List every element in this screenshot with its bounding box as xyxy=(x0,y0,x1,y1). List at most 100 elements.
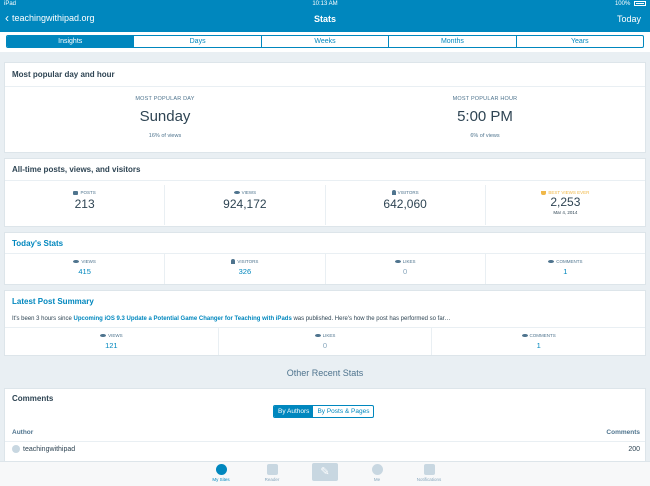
stat-posts: POSTS 213 xyxy=(5,185,164,225)
card-divider xyxy=(5,253,645,254)
author-name: teachingwithipad xyxy=(23,445,76,453)
all-time-title: All-time posts, views, and visitors xyxy=(12,165,141,174)
table-row[interactable]: teachingwithipad 200 xyxy=(12,445,640,453)
notifications-label: Notifications xyxy=(416,477,442,482)
tab-months[interactable]: Months xyxy=(388,36,515,47)
card-divider xyxy=(5,327,645,328)
profile-icon xyxy=(371,464,383,475)
period-selector-bar: Insights Days Weeks Months Years xyxy=(0,32,650,52)
eye-icon xyxy=(73,259,80,264)
most-popular-hour-label: MOST POPULAR HOUR xyxy=(452,96,518,102)
back-button[interactable]: ‹ teachingwithipad.org xyxy=(5,10,95,25)
most-popular-title: Most popular day and hour xyxy=(12,70,115,79)
today-likes-value: 0 xyxy=(403,267,408,276)
todays-stats-title[interactable]: Today's Stats xyxy=(12,239,64,248)
latest-post-summary-title[interactable]: Latest Post Summary xyxy=(12,297,94,306)
today-visitors-label: VISITORS xyxy=(237,259,259,264)
eye-icon xyxy=(100,333,107,338)
clock: 10:13 AM xyxy=(312,1,338,7)
trophy-icon xyxy=(541,190,547,195)
comments-card: Comments By Authors By Posts & Pages Aut… xyxy=(4,388,646,461)
today-views-label: VIEWS xyxy=(81,259,96,264)
reader-label: Reader xyxy=(264,477,280,482)
star-icon xyxy=(394,259,401,264)
tab-my-sites[interactable]: My Sites xyxy=(201,464,241,482)
other-recent-stats-heading: Other Recent Stats xyxy=(286,368,364,378)
tab-me[interactable]: Me xyxy=(357,464,397,482)
person-icon xyxy=(231,259,236,264)
latest-views-label: VIEWS xyxy=(108,333,123,338)
card-divider xyxy=(5,441,645,442)
latest-post-summary-text: It's been 3 hours since Upcoming iOS 9.3… xyxy=(12,316,451,322)
most-popular-day-percent: 16% of views xyxy=(148,133,182,139)
latest-likes-value: 0 xyxy=(322,341,328,350)
bottom-tab-bar: My Sites Reader ✎ Me Notifications xyxy=(0,461,650,486)
status-bar: iPad 10:13 AM 100% xyxy=(0,0,650,10)
tab-weeks[interactable]: Weeks xyxy=(260,36,388,47)
battery-icon xyxy=(634,1,646,6)
latest-likes[interactable]: LIKES 0 xyxy=(217,328,432,355)
tab-insights[interactable]: Insights xyxy=(7,36,134,47)
today-views-value: 415 xyxy=(78,267,91,276)
best-views-date: Mar 4, 2014 xyxy=(553,210,578,215)
eye-icon xyxy=(233,190,240,195)
device-name: iPad xyxy=(4,1,17,7)
write-post-button[interactable]: ✎ xyxy=(305,463,345,481)
latest-comments-value: 1 xyxy=(536,341,541,350)
visitors-value: 642,060 xyxy=(383,197,427,211)
latest-comments-label: COMMENTS xyxy=(529,333,556,338)
latest-likes-label: LIKES xyxy=(322,333,336,338)
comments-table-header: Author Comments xyxy=(12,429,640,436)
latest-post-stats: VIEWS 121 LIKES 0 COMMENTS 1 xyxy=(5,328,645,355)
latest-comments[interactable]: COMMENTS 1 xyxy=(431,328,645,355)
me-label: Me xyxy=(373,477,381,482)
stat-best-views: BEST VIEWS EVER 2,253 Mar 4, 2014 xyxy=(484,185,645,225)
tab-years[interactable]: Years xyxy=(515,36,643,47)
person-icon xyxy=(391,190,396,195)
latest-views[interactable]: VIEWS 121 xyxy=(5,328,218,355)
latest-post-link[interactable]: Upcoming iOS 9.3 Update a Potential Game… xyxy=(73,316,292,322)
bell-icon xyxy=(423,464,435,475)
tab-notifications[interactable]: Notifications xyxy=(409,464,449,482)
page-title: Stats xyxy=(313,14,336,24)
most-popular-day-value: Sunday xyxy=(139,108,191,125)
my-sites-label: My Sites xyxy=(212,477,230,482)
stat-visitors: VISITORS 642,060 xyxy=(324,185,485,225)
most-popular-day: MOST POPULAR DAY Sunday 16% of views xyxy=(5,96,325,139)
today-views[interactable]: VIEWS 415 xyxy=(5,254,164,284)
most-popular-card: Most popular day and hour MOST POPULAR D… xyxy=(4,62,646,153)
period-segmented-control: Insights Days Weeks Months Years xyxy=(6,35,644,48)
most-popular-hour-value: 5:00 PM xyxy=(457,108,513,125)
chevron-left-icon: ‹ xyxy=(5,10,9,25)
posts-value: 213 xyxy=(74,197,95,211)
card-divider xyxy=(5,180,645,181)
best-views-label: BEST VIEWS EVER xyxy=(548,190,590,195)
views-value: 924,172 xyxy=(223,197,267,211)
battery-indicator: 100% xyxy=(615,1,646,7)
column-author: Author xyxy=(12,429,34,436)
all-time-card: All-time posts, views, and visitors POST… xyxy=(4,158,646,227)
summary-prefix: It's been 3 hours since xyxy=(12,316,74,322)
today-comments[interactable]: COMMENTS 1 xyxy=(484,254,645,284)
most-popular-day-label: MOST POPULAR DAY xyxy=(135,96,195,102)
todays-stats-card: Today's Stats VIEWS 415 VISITORS 326 LIK… xyxy=(4,232,646,285)
views-label: VIEWS xyxy=(241,190,257,195)
today-button[interactable]: Today xyxy=(616,14,641,24)
toggle-by-authors[interactable]: By Authors xyxy=(274,406,314,417)
comment-count: 200 xyxy=(628,446,640,453)
visitors-label: VISITORS xyxy=(397,190,419,195)
tab-days[interactable]: Days xyxy=(133,36,260,47)
column-comments: Comments xyxy=(606,429,640,436)
star-icon xyxy=(314,333,321,338)
today-visitors[interactable]: VISITORS 326 xyxy=(164,254,324,284)
today-likes[interactable]: LIKES 0 xyxy=(324,254,485,284)
tab-reader[interactable]: Reader xyxy=(252,464,292,482)
toggle-by-posts-pages[interactable]: By Posts & Pages xyxy=(317,408,370,415)
best-views-value: 2,253 xyxy=(550,195,581,209)
stat-views: VIEWS 924,172 xyxy=(164,185,324,225)
navigation-bar: iPad 10:13 AM 100% ‹ teachingwithipad.or… xyxy=(0,0,650,32)
back-label: teachingwithipad.org xyxy=(12,13,95,23)
latest-post-summary-card: Latest Post Summary It's been 3 hours si… xyxy=(4,290,646,356)
posts-icon xyxy=(73,190,79,195)
todays-stats-row: VIEWS 415 VISITORS 326 LIKES 0 COMMENTS … xyxy=(5,254,645,284)
